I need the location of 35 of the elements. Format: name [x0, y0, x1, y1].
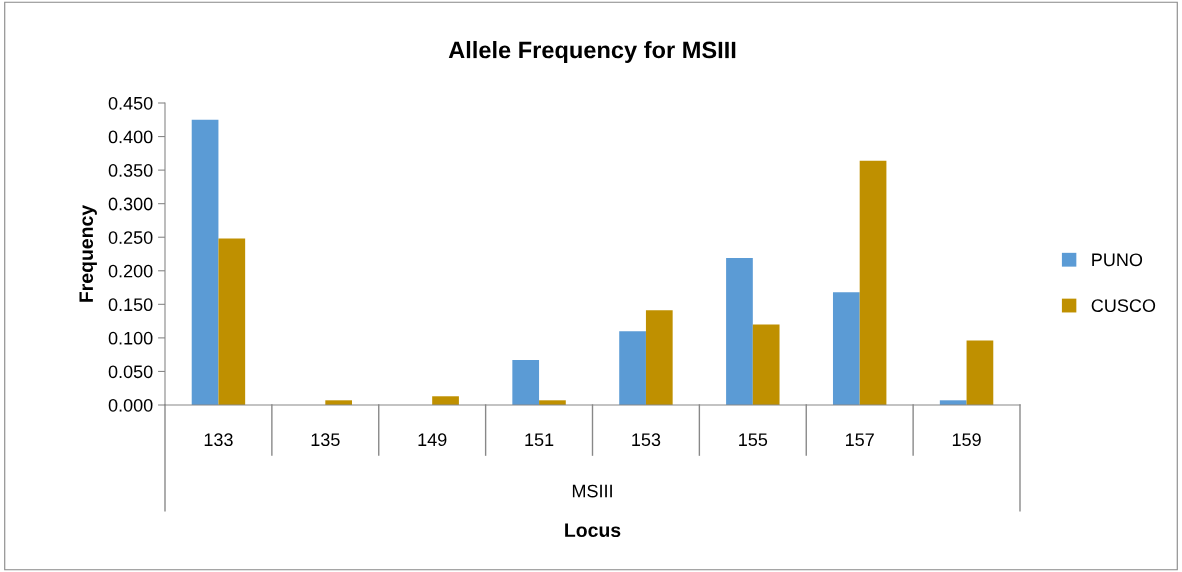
x-tick-label: 155 — [739, 433, 768, 447]
x-tick-label: 149 — [418, 433, 447, 447]
y-tick-label: 0.400 — [108, 130, 153, 144]
legend-label: PUNO — [1092, 253, 1143, 267]
y-tick-label: 0.200 — [108, 264, 153, 278]
y-tick-label: 0.350 — [108, 164, 153, 177]
x-axis-title: Locus — [565, 523, 621, 538]
bar — [619, 331, 646, 405]
x-tick-label: 159 — [952, 433, 981, 447]
bar — [859, 160, 887, 405]
bar — [966, 340, 994, 405]
chart-title: Allele Frequency for MSIII — [448, 41, 736, 63]
x-tick-label: 135 — [311, 433, 340, 447]
bar — [645, 310, 673, 405]
bar — [512, 360, 540, 405]
x-tick-label: 133 — [204, 433, 233, 447]
bar — [191, 119, 219, 405]
x-tick-label: 153 — [632, 433, 661, 447]
y-tick-label: 0.300 — [108, 197, 153, 211]
bar — [432, 396, 459, 405]
text: MSIII — [572, 484, 612, 498]
x-tick-label: 157 — [846, 433, 874, 447]
y-tick-label: 0.000 — [108, 398, 153, 412]
y-tick-label: 0.050 — [108, 365, 153, 379]
bar — [218, 238, 246, 405]
bar — [752, 324, 780, 405]
legend-label: CUSCO — [1091, 299, 1156, 312]
bar — [726, 258, 753, 405]
y-tick-label: 0.450 — [108, 96, 153, 110]
y-tick-label: 0.100 — [108, 331, 153, 345]
y-tick-label: 0.250 — [108, 231, 153, 244]
bar — [832, 292, 860, 405]
y-axis-title: Frequency — [79, 204, 97, 302]
x-tick-label: 151 — [525, 433, 554, 447]
y-tick-label: 0.150 — [108, 298, 153, 312]
